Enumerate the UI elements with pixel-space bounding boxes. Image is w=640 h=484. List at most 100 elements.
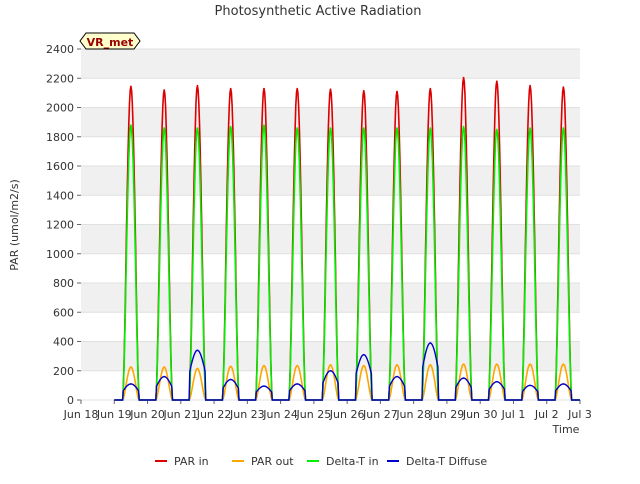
data-point	[329, 88, 332, 91]
data-point	[362, 353, 365, 356]
data-point	[396, 90, 398, 93]
grid-band	[81, 224, 580, 254]
data-point	[229, 87, 232, 90]
x-axis-label: Time	[552, 423, 580, 436]
data-point	[429, 127, 432, 129]
legend-item: PAR out	[232, 455, 294, 468]
legend-item: Delta-T Diffuse	[387, 455, 487, 468]
y-axis-label: PAR (umol/m2/s)	[8, 179, 21, 271]
data-point	[329, 364, 332, 366]
x-tick-label: Jun 25	[296, 408, 332, 421]
data-point	[362, 127, 365, 129]
data-point	[562, 363, 565, 365]
chart-title: Photosynthetic Active Radiation	[215, 4, 422, 19]
y-tick-label: 400	[53, 336, 74, 349]
data-point	[496, 380, 498, 383]
data-point	[263, 124, 265, 126]
x-tick-label: Jun 24	[262, 408, 298, 421]
data-point	[529, 127, 531, 129]
data-point	[263, 364, 265, 367]
data-point	[130, 85, 132, 88]
x-tick-label: Jun 21	[162, 408, 198, 421]
badge-label: VR_met	[87, 36, 134, 49]
data-point	[296, 87, 299, 90]
legend: PAR in PAR out Delta-T in Delta-T Diffuse	[155, 455, 487, 468]
x-tick-label: Jun 29	[429, 408, 465, 421]
data-point	[229, 365, 232, 368]
y-tick-label: 1400	[46, 189, 74, 202]
x-tick-label: Jun 23	[229, 408, 265, 421]
x-tick-label: Jun 30	[462, 408, 498, 421]
data-point	[529, 84, 531, 87]
data-point	[296, 364, 299, 367]
series-line	[114, 342, 580, 401]
y-tick-label: 1600	[46, 160, 74, 173]
data-point	[462, 125, 465, 128]
data-point	[396, 364, 398, 366]
x-tick-label: Jun 26	[329, 408, 365, 421]
x-tick-label: Jun 27	[362, 408, 398, 421]
data-point	[229, 378, 232, 381]
legend-label: Delta-T Diffuse	[406, 455, 487, 468]
x-tick-label: Jun 19	[96, 408, 132, 421]
y-axis: 0 200 400 600 800 1000 1200 1400 1600 1800 2000 220…	[46, 43, 81, 407]
data-point	[362, 89, 365, 92]
grid-band	[81, 341, 580, 371]
x-tick-label: Jun 28	[395, 408, 431, 421]
data-point	[296, 127, 299, 129]
series-layer	[114, 76, 580, 401]
data-point	[496, 363, 498, 365]
data-point	[196, 367, 199, 370]
x-tick-label: Jun 18	[63, 408, 99, 421]
data-point	[429, 87, 432, 90]
y-tick-label: 1000	[46, 248, 74, 261]
data-point	[496, 80, 498, 82]
y-tick-label: 1200	[46, 219, 74, 232]
data-point	[163, 89, 165, 91]
data-point	[130, 383, 132, 385]
y-tick-label: 2200	[46, 72, 74, 85]
data-point	[196, 127, 199, 129]
x-tick-label: Jul 2	[534, 408, 559, 421]
grid-band	[81, 166, 580, 196]
data-point	[163, 375, 165, 378]
legend-item: PAR in	[155, 455, 209, 468]
legend-label: PAR in	[174, 455, 209, 468]
y-tick-label: 600	[53, 306, 74, 319]
badge: VR_met	[79, 32, 141, 50]
y-tick-label: 2000	[46, 102, 74, 115]
data-point	[229, 125, 232, 128]
data-point	[529, 384, 531, 387]
data-point	[396, 127, 398, 129]
y-tick-label: 200	[53, 365, 74, 378]
grid-band	[81, 49, 580, 79]
legend-label: Delta-T in	[326, 455, 379, 468]
data-point	[396, 375, 398, 378]
x-tick-label: Jun 22	[196, 408, 232, 421]
grid-band	[81, 283, 580, 313]
data-point	[130, 366, 132, 368]
x-tick-label: Jun 20	[129, 408, 165, 421]
plot-background	[81, 48, 580, 401]
data-point	[462, 363, 465, 365]
data-point	[163, 366, 165, 368]
x-tick-label: Jul 3	[567, 408, 592, 421]
badge-box	[79, 32, 141, 50]
data-point	[462, 377, 465, 379]
data-point	[196, 349, 199, 352]
legend-label: PAR out	[251, 455, 294, 468]
data-point	[329, 369, 332, 372]
data-point	[296, 383, 299, 385]
series-delta-t-diffuse	[114, 342, 580, 401]
data-point	[529, 363, 531, 365]
data-point	[496, 128, 498, 131]
y-tick-label: 0	[67, 394, 74, 407]
y-tick-label: 1800	[46, 131, 74, 144]
legend-item: Delta-T in	[307, 455, 379, 468]
data-point	[130, 124, 132, 126]
y-tick-label: 2400	[46, 43, 74, 56]
data-point	[263, 385, 265, 387]
